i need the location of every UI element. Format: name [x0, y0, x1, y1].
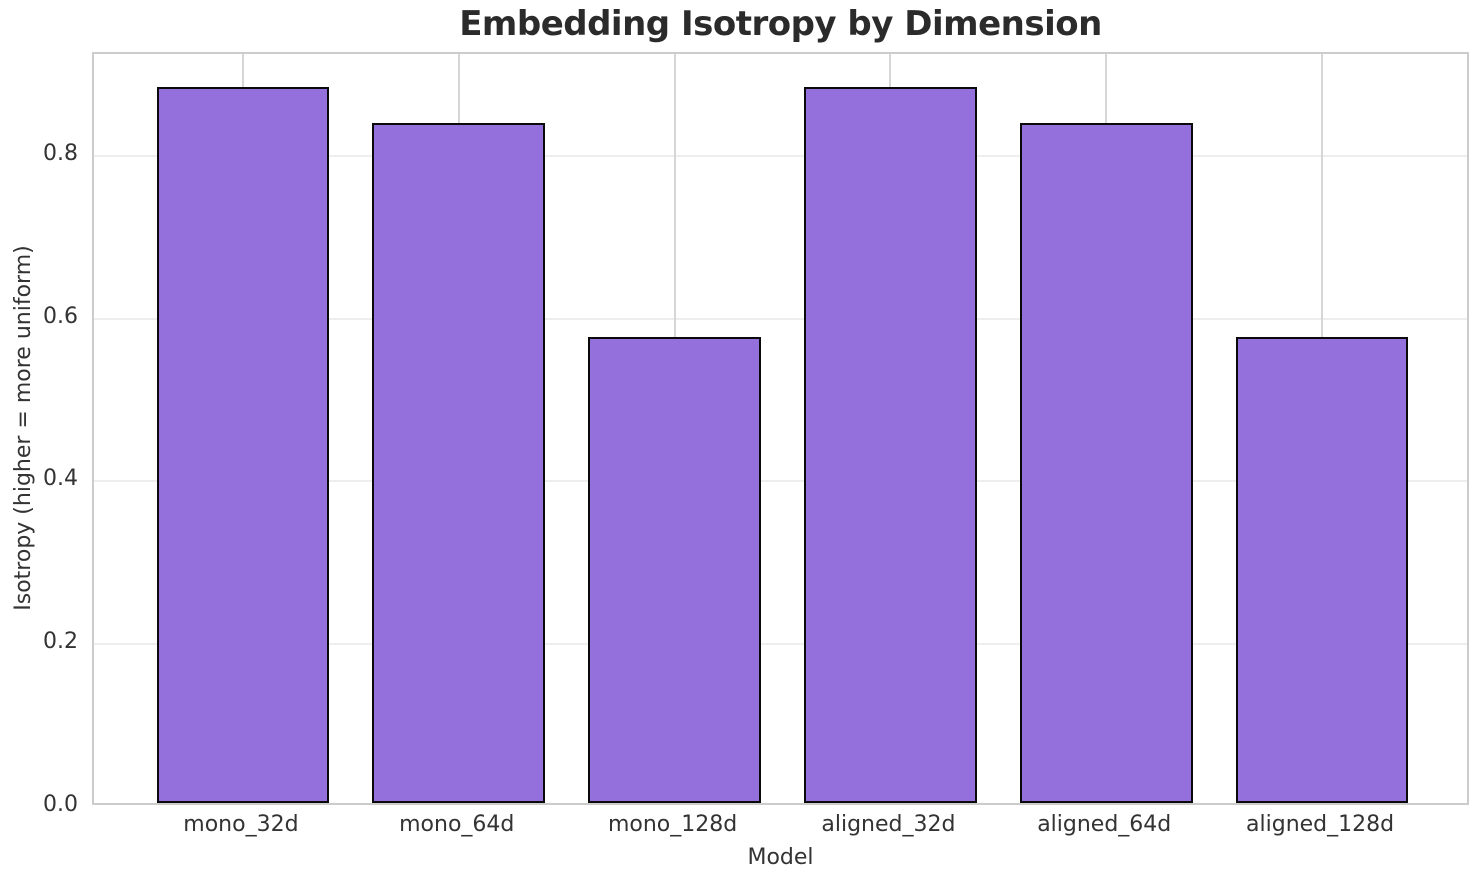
bar-mono_32d: [156, 86, 330, 803]
y-tick-label: 0.4: [43, 466, 78, 492]
gridline-horizontal: [94, 154, 1467, 157]
gridline-horizontal: [94, 480, 1467, 483]
bar-mono_128d: [588, 337, 761, 803]
y-axis-label: Isotropy (higher = more uniform): [11, 245, 36, 611]
x-tick-label: mono_128d: [607, 812, 738, 837]
plot-area: [92, 52, 1469, 805]
x-tick-label: aligned_32d: [821, 812, 956, 837]
x-tick-label: aligned_128d: [1246, 812, 1395, 837]
y-tick-label: 0.0: [43, 792, 78, 817]
bar-aligned_128d: [1235, 337, 1409, 803]
chart-title: Embedding Isotropy by Dimension: [459, 4, 1102, 44]
y-tick-label: 0.8: [43, 140, 78, 166]
y-tick-label: 0.6: [43, 303, 78, 329]
x-axis-label: Model: [747, 845, 814, 870]
x-tick-label: aligned_64d: [1037, 812, 1172, 837]
bar-mono_64d: [372, 123, 546, 803]
y-tick-label: 0.2: [43, 629, 78, 655]
gridline-horizontal: [94, 317, 1467, 320]
x-tick-label: mono_64d: [399, 812, 515, 837]
gridline-horizontal: [94, 643, 1467, 646]
x-tick-label: mono_32d: [183, 812, 299, 837]
bar-aligned_64d: [1019, 123, 1193, 803]
bar-aligned_32d: [804, 86, 977, 803]
